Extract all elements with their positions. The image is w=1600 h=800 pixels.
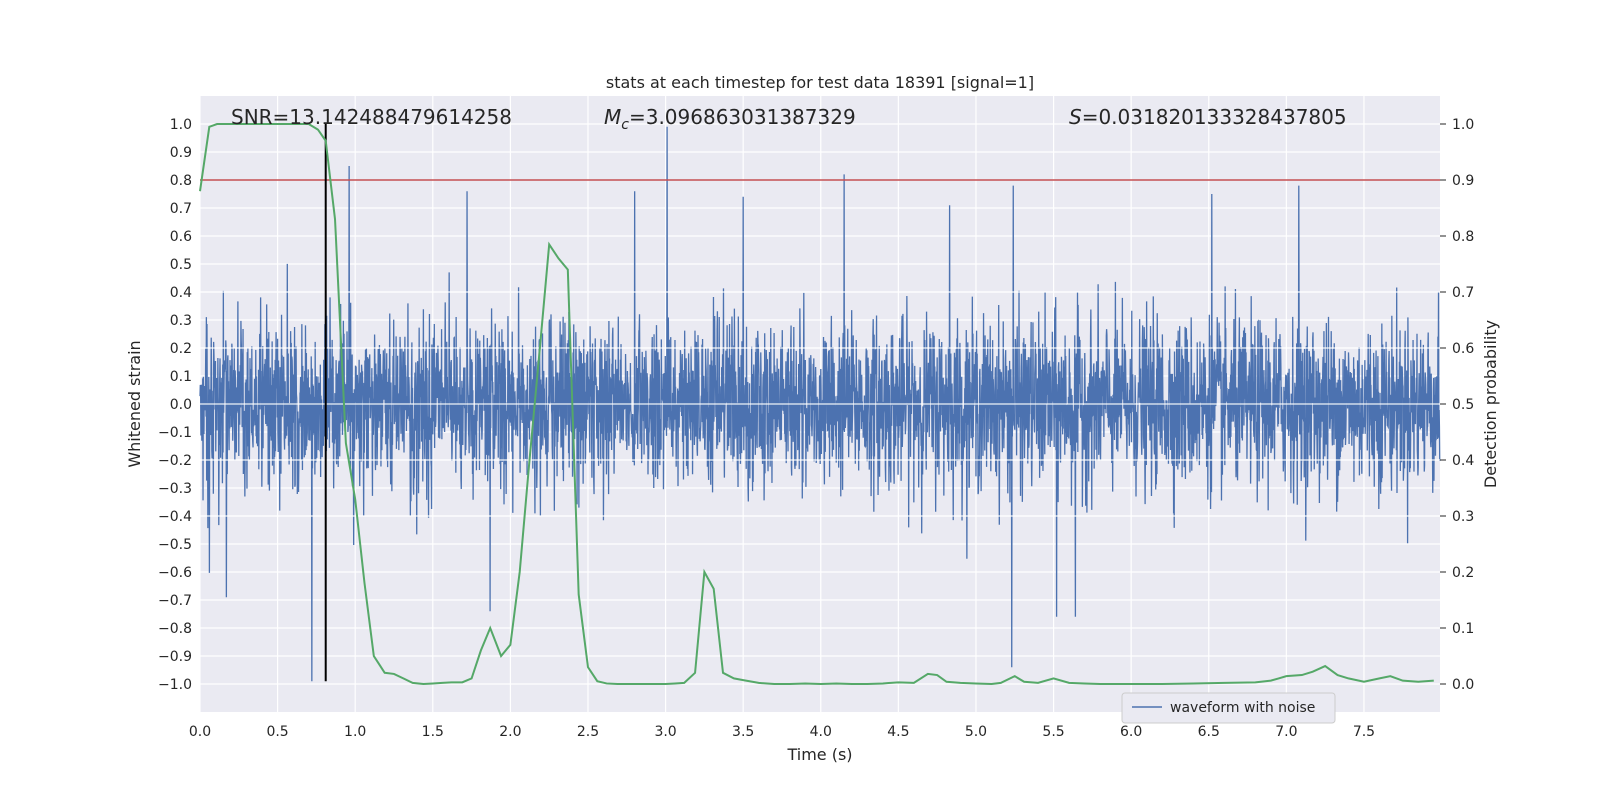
waveform-line	[199, 126, 1441, 682]
y-tick-label-right: 0.1	[1452, 621, 1474, 637]
mc-annotation: Mc=3.096863031387329	[604, 105, 856, 133]
x-tick-label: 4.0	[810, 724, 832, 740]
y-tick-label-left: 0.9	[170, 145, 192, 161]
s-annotation: S=0.031820133328437805	[1069, 105, 1347, 129]
y-tick-label-left: 0.0	[170, 397, 192, 413]
y-tick-label-left: 0.2	[170, 341, 192, 357]
x-tick-label: 4.5	[887, 724, 909, 740]
y-tick-label-left: 0.7	[170, 201, 192, 217]
x-tick-label: 7.5	[1353, 724, 1375, 740]
x-tick-label: 1.5	[422, 724, 444, 740]
x-tick-label: 2.5	[577, 724, 599, 740]
y-tick-label-left: −0.3	[158, 481, 192, 497]
x-tick-label: 0.0	[189, 724, 211, 740]
y-tick-label-left: −1.0	[158, 677, 192, 693]
y-tick-label-right: 0.4	[1452, 453, 1474, 469]
mc-symbol: M	[604, 105, 621, 129]
mc-subscript: c	[621, 117, 629, 133]
y-tick-label-right: 1.0	[1452, 117, 1474, 133]
s-symbol: S	[1069, 105, 1082, 129]
s-value: =0.031820133328437805	[1082, 105, 1347, 129]
y-tick-label-left: 0.3	[170, 313, 192, 329]
y-tick-label-right: 0.7	[1452, 285, 1474, 301]
x-tick-label: 6.0	[1120, 724, 1142, 740]
mc-value: =3.096863031387329	[629, 105, 856, 129]
y-tick-label-left: −0.9	[158, 649, 192, 665]
y-tick-label-right: 0.0	[1452, 677, 1474, 693]
ticks: 0.0 0.5 1.0 1.5 2.0 2.5 3.0 3.5 4.0 4.5 5.0 5.5 6.0 6…	[158, 117, 1474, 740]
waveform-series	[199, 126, 1441, 682]
y-tick-label-left: 0.1	[170, 369, 192, 385]
y-tick-label-right: 0.5	[1452, 397, 1474, 413]
y-tick-label-right: 0.8	[1452, 229, 1474, 245]
x-tick-label: 3.0	[654, 724, 676, 740]
y-tick-label-right: 0.2	[1452, 565, 1474, 581]
x-tick-label: 0.5	[266, 724, 288, 740]
x-tick-label: 1.0	[344, 724, 366, 740]
y-tick-label-right: 0.3	[1452, 509, 1474, 525]
y-tick-label-left: 0.5	[170, 257, 192, 273]
legend-box	[1121, 692, 1336, 724]
x-tick-label: 5.0	[965, 724, 987, 740]
x-tick-label: 6.5	[1198, 724, 1220, 740]
x-tick-label: 7.0	[1275, 724, 1297, 740]
snr-annotation: SNR=13.142488479614258	[231, 105, 512, 129]
y-axis-label-left: Whitened strain	[125, 340, 144, 467]
y-tick-label-left: −0.5	[158, 537, 192, 553]
x-tick-label: 2.0	[499, 724, 521, 740]
y-tick-label-left: −0.7	[158, 593, 192, 609]
chart-title: stats at each timestep for test data 183…	[606, 73, 1034, 92]
y-tick-label-left: −0.2	[158, 453, 192, 469]
probability-line	[199, 123, 1434, 686]
x-axis-label: Time (s)	[786, 745, 852, 764]
y-tick-label-left: −0.8	[158, 621, 192, 637]
y-axis-label-right: Detection probability	[1481, 320, 1500, 488]
y-tick-label-right: 0.9	[1452, 173, 1474, 189]
legend-label: waveform with noise	[1170, 700, 1315, 716]
overlay-lines	[200, 124, 1440, 682]
y-tick-label-left: −0.6	[158, 565, 192, 581]
y-tick-label-left: 0.4	[170, 285, 192, 301]
y-tick-label-right: 0.6	[1452, 341, 1474, 357]
y-tick-label-left: 0.8	[170, 173, 192, 189]
probability-series	[199, 123, 1434, 686]
y-tick-label-left: −0.4	[158, 509, 192, 525]
legend: waveform with noise	[1121, 692, 1336, 724]
y-tick-label-left: −0.1	[158, 425, 192, 441]
x-tick-label: 3.5	[732, 724, 754, 740]
y-tick-label-left: 1.0	[170, 117, 192, 133]
y-tick-label-left: 0.6	[170, 229, 192, 245]
x-tick-label: 5.5	[1042, 724, 1064, 740]
